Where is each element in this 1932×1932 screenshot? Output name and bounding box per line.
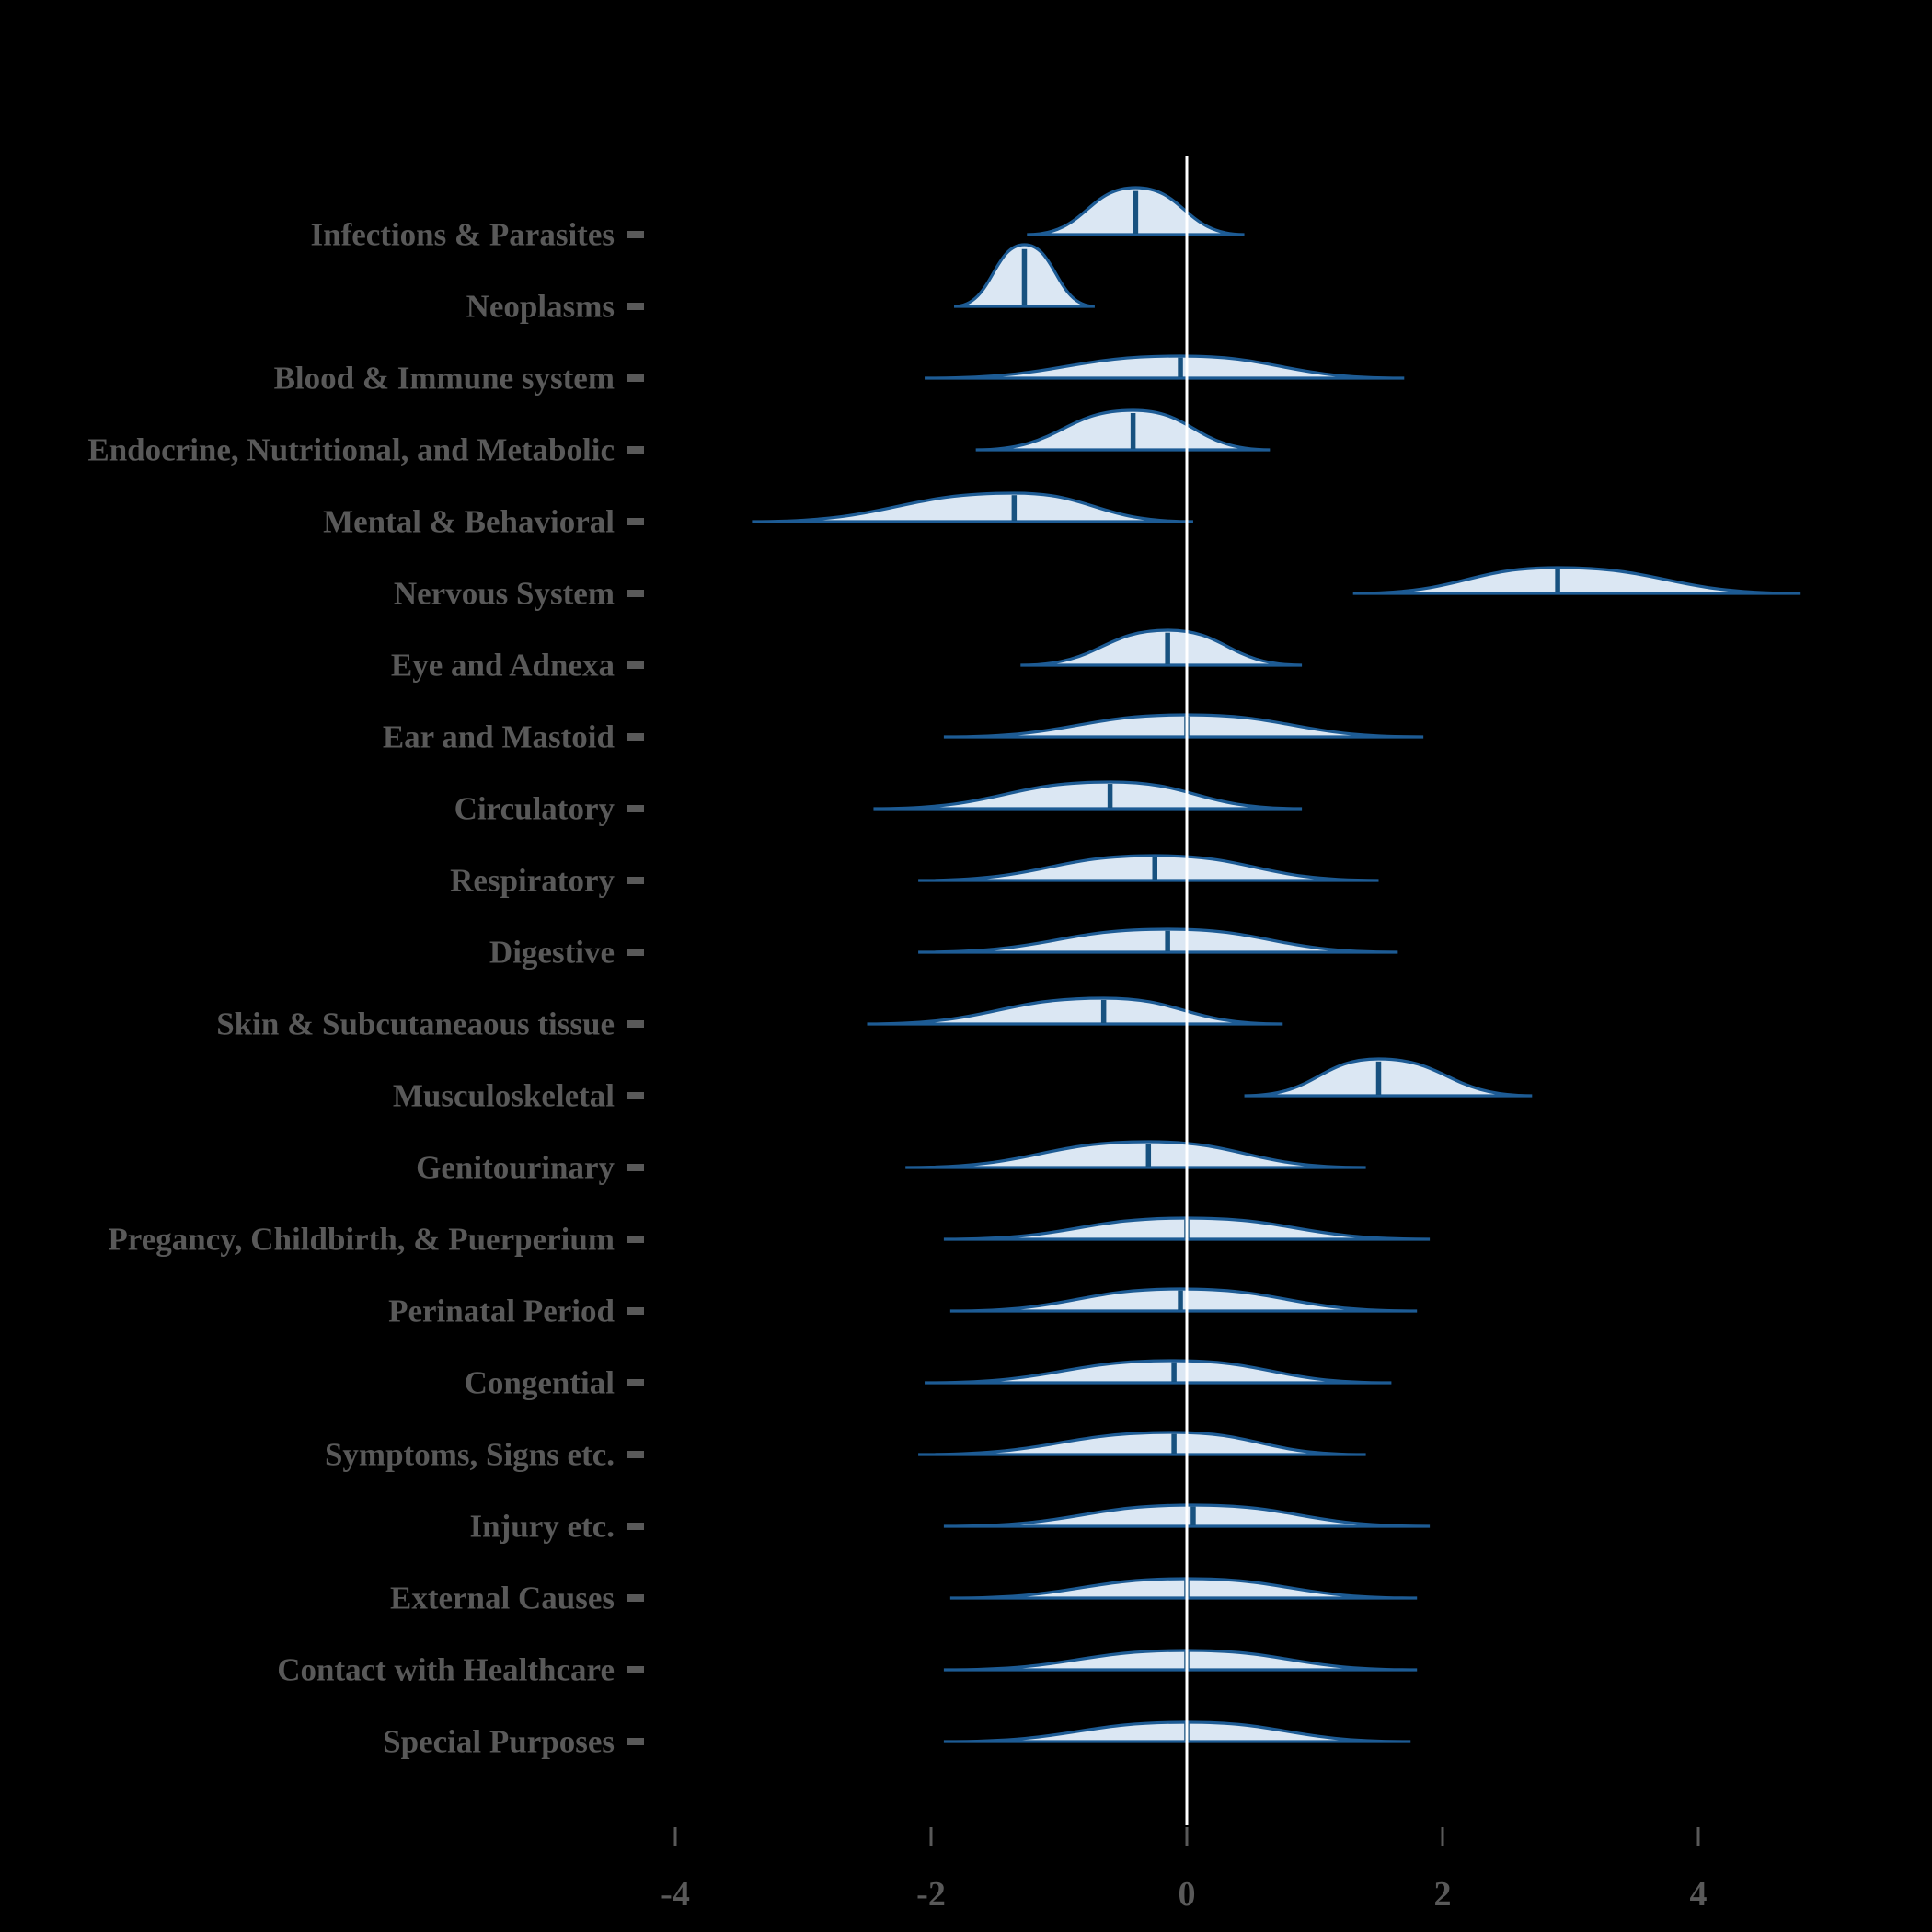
- category-label: Musculoskeletal: [393, 1078, 615, 1114]
- category-label: Contact with Healthcare: [277, 1652, 615, 1688]
- x-axis-tick-label: -4: [661, 1875, 690, 1914]
- density-curve: [925, 354, 1405, 380]
- category-label: Nervous System: [394, 576, 615, 612]
- category-label: Blood & Immune system: [274, 361, 615, 397]
- density-curve: [949, 1577, 1418, 1600]
- density-curve: [867, 996, 1283, 1026]
- density-curve: [975, 408, 1271, 452]
- category-label: Endocrine, Nutritional, and Metabolic: [87, 432, 615, 468]
- category-label: Respiratory: [450, 863, 615, 899]
- density-curve: [905, 1140, 1366, 1169]
- category-label: Circulatory: [454, 791, 615, 827]
- category-label: Infections & Parasites: [310, 217, 615, 253]
- category-label: Injury etc.: [470, 1509, 615, 1545]
- density-curve: [752, 491, 1193, 523]
- category-label: Pregancy, Childbirth, & Puerperium: [108, 1222, 615, 1258]
- category-label: Ear and Mastoid: [383, 719, 615, 755]
- density-curve: [918, 927, 1398, 954]
- x-axis-tick-label: 4: [1690, 1875, 1708, 1914]
- category-label: External Causes: [390, 1581, 615, 1616]
- category-label: Digestive: [489, 935, 615, 971]
- density-curve: [1020, 628, 1303, 667]
- category-label: Mental & Behavioral: [323, 504, 615, 540]
- category-label: Congential: [465, 1365, 615, 1401]
- density-curve: [943, 1720, 1411, 1743]
- density-curve: [918, 1431, 1366, 1456]
- category-label: Skin & Subcutaneaous tissue: [216, 1006, 615, 1042]
- category-label: Special Purposes: [383, 1724, 615, 1760]
- density-curve: [925, 1359, 1392, 1385]
- density-curve: [943, 1649, 1418, 1672]
- category-label: Perinatal Period: [388, 1294, 615, 1329]
- density-curve: [1352, 566, 1801, 595]
- density-curve: [873, 780, 1303, 811]
- category-label: Symptoms, Signs etc.: [325, 1437, 615, 1473]
- density-curve: [943, 713, 1424, 739]
- density-curve: [1244, 1057, 1533, 1098]
- x-axis-tick-label: 0: [1179, 1875, 1196, 1914]
- category-label: Eye and Adnexa: [391, 648, 615, 684]
- density-curve: [949, 1287, 1418, 1313]
- category-label: Genitourinary: [416, 1150, 615, 1186]
- x-axis-tick-label: -2: [916, 1875, 946, 1914]
- x-axis-tick-label: 2: [1434, 1875, 1452, 1914]
- category-label: Neoplasms: [466, 289, 615, 325]
- density-curve: [918, 854, 1379, 882]
